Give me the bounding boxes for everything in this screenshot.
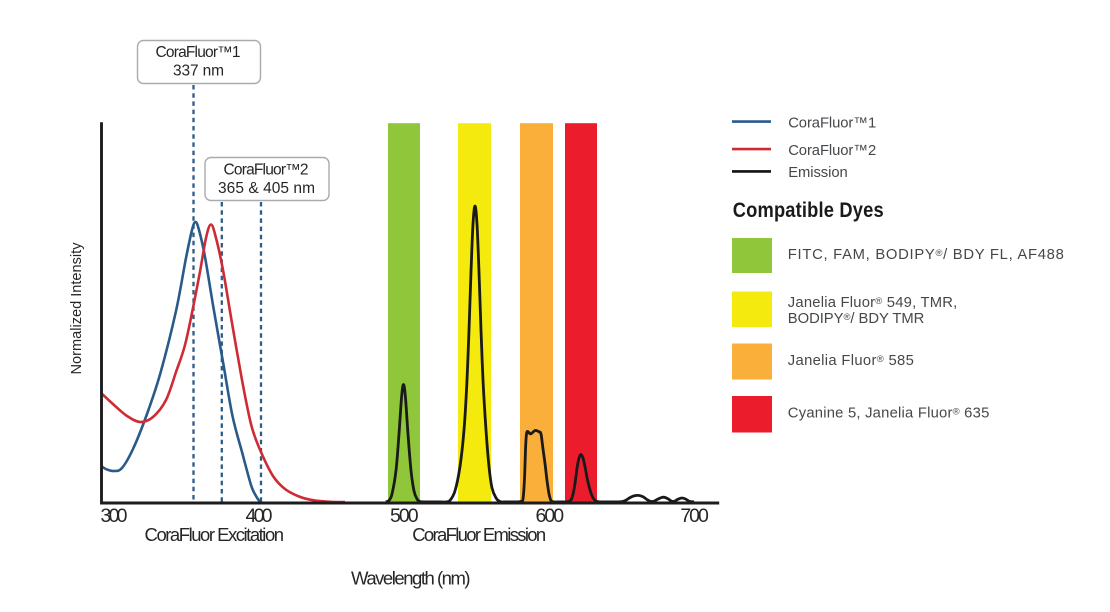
svg-text:700: 700 [680,505,709,527]
svg-text:500: 500 [390,505,419,527]
svg-text:BODIPY®/ BDY TMR: BODIPY®/ BDY TMR [788,311,925,327]
svg-text:Janelia Fluor® 585: Janelia Fluor® 585 [788,353,914,369]
svg-text:Janelia Fluor® 549, TMR,: Janelia Fluor® 549, TMR, [788,295,958,311]
svg-text:Cyanine 5, Janelia Fluor® 635: Cyanine 5, Janelia Fluor® 635 [788,406,990,422]
svg-text:CoraFluor™2: CoraFluor™2 [224,161,309,178]
svg-text:CoraFluor™2: CoraFluor™2 [788,143,876,159]
svg-text:Normalized Intensity: Normalized Intensity [68,242,85,374]
svg-text:365 & 405 nm: 365 & 405 nm [218,180,315,197]
svg-text:337 nm: 337 nm [173,63,224,80]
svg-text:Emission: Emission [788,165,848,181]
svg-text:300: 300 [101,505,128,527]
svg-text:600: 600 [536,505,565,527]
svg-text:CoraFluor Excitation: CoraFluor Excitation [145,524,284,545]
svg-text:Wavelength (nm): Wavelength (nm) [351,568,471,589]
svg-text:400: 400 [246,505,273,527]
svg-text:Compatible Dyes: Compatible Dyes [733,198,884,222]
svg-text:CoraFluor™1: CoraFluor™1 [156,44,241,61]
svg-text:CoraFluor™1: CoraFluor™1 [788,115,876,131]
svg-text:CoraFluor Emission: CoraFluor Emission [412,524,546,545]
svg-text:FITC, FAM, BODIPY®/ BDY FL, AF: FITC, FAM, BODIPY®/ BDY FL, AF488 [788,247,1064,263]
